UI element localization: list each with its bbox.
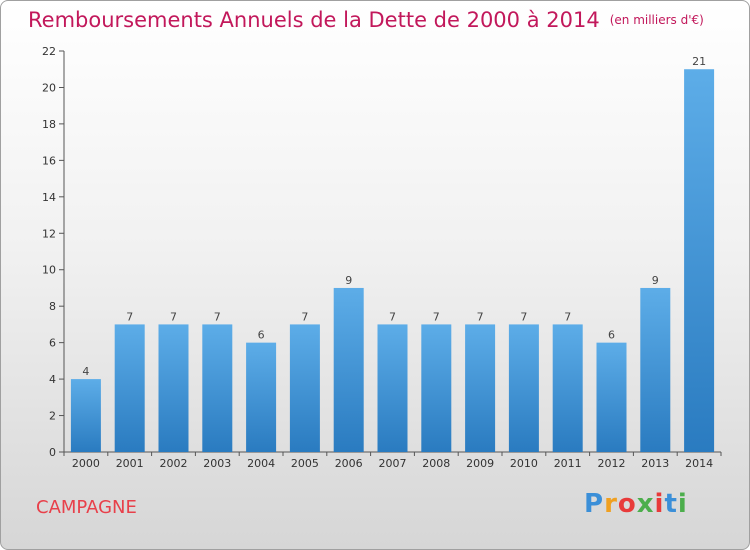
x-tick-label: 2002 — [160, 457, 188, 470]
y-tick-label: 20 — [42, 81, 56, 94]
y-tick-label: 2 — [49, 410, 56, 423]
bars — [70, 69, 715, 453]
x-tick-label: 2006 — [335, 457, 363, 470]
bar — [70, 379, 101, 452]
commune-name: CAMPAGNE — [36, 497, 137, 518]
chart-unit: (en milliers d'€) — [609, 13, 704, 27]
bar — [246, 342, 277, 452]
logo-letter: x — [636, 489, 655, 519]
x-tick-label: 2005 — [291, 457, 319, 470]
data-label: 6 — [608, 329, 615, 342]
logo-letter: r — [604, 489, 618, 519]
proxiti-logo[interactable]: Proxiti — [584, 489, 688, 519]
data-label: 21 — [692, 55, 706, 68]
y-tick-label: 8 — [49, 300, 56, 313]
data-label: 7 — [126, 310, 133, 323]
bar — [640, 287, 671, 452]
bar — [377, 324, 408, 452]
y-tick-label: 12 — [42, 227, 56, 240]
bar — [114, 324, 145, 452]
y-tick-label: 10 — [42, 264, 56, 277]
logo-letter: i — [654, 489, 665, 519]
logo-letter: i — [677, 489, 688, 519]
x-tick-label: 2004 — [247, 457, 275, 470]
bar — [552, 324, 583, 452]
y-tick-label: 18 — [42, 118, 56, 131]
data-labels: 4 7 7 7 6 7 9 7 7 7 7 7 6 9 21 — [82, 55, 706, 378]
x-tick-label: 2008 — [422, 457, 450, 470]
data-label: 7 — [214, 310, 221, 323]
bar — [508, 324, 539, 452]
data-label: 9 — [345, 274, 352, 287]
data-label: 9 — [652, 274, 659, 287]
x-tick-label: 2012 — [598, 457, 626, 470]
logo-letter: t — [664, 489, 678, 519]
x-axis: 2000 2001 2002 2003 2004 2005 2006 2007 2008 2009… — [63, 451, 722, 470]
bar — [684, 69, 715, 453]
bar — [289, 324, 320, 452]
y-tick-label: 0 — [49, 446, 56, 459]
x-tick-label: 2010 — [510, 457, 538, 470]
y-axis: 0 2 4 6 8 10 12 14 16 18 20 22 — [42, 45, 65, 459]
y-tick-label: 14 — [42, 191, 56, 204]
x-tick-label: 2011 — [554, 457, 582, 470]
logo-letter: o — [617, 489, 637, 519]
x-tick-label: 2003 — [203, 457, 231, 470]
bar — [465, 324, 496, 452]
x-tick-label: 2007 — [379, 457, 407, 470]
chart-title: Remboursements Annuels de la Dette de 20… — [28, 8, 704, 32]
x-tick-label: 2001 — [116, 457, 144, 470]
bar — [421, 324, 452, 452]
x-tick-label: 2014 — [685, 457, 713, 470]
data-label: 7 — [433, 310, 440, 323]
data-label: 7 — [170, 310, 177, 323]
y-tick-label: 16 — [42, 154, 56, 167]
x-tick-label: 2009 — [466, 457, 494, 470]
x-tick-label: 2000 — [72, 457, 100, 470]
y-tick-label: 4 — [49, 373, 56, 386]
bar — [202, 324, 233, 452]
data-label: 7 — [520, 310, 527, 323]
bar — [158, 324, 189, 452]
data-label: 4 — [82, 365, 89, 378]
data-label: 6 — [258, 329, 265, 342]
x-tick-label: 2013 — [641, 457, 669, 470]
bar — [596, 342, 627, 452]
logo-letter: P — [584, 489, 605, 519]
data-label: 7 — [564, 310, 571, 323]
y-tick-label: 6 — [49, 337, 56, 350]
bar — [333, 287, 364, 452]
y-tick-label: 22 — [42, 45, 56, 58]
data-label: 7 — [301, 310, 308, 323]
data-label: 7 — [477, 310, 484, 323]
data-label: 7 — [389, 310, 396, 323]
chart-title-text: Remboursements Annuels de la Dette de 20… — [28, 8, 600, 32]
